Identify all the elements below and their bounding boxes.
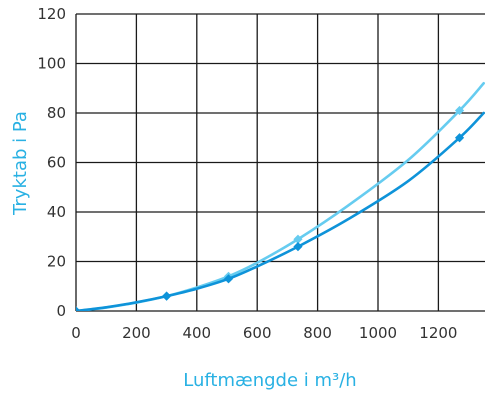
series-line (76, 82, 485, 311)
data-point-marker (293, 242, 303, 252)
data-point-marker (454, 133, 465, 143)
series-line (76, 111, 485, 311)
y-tick-label: 120 (37, 5, 66, 23)
tick-labels: 0 200 400 600 800 1000 1200 0 20 40 60 80 100 120 (37, 5, 457, 342)
data-point-marker (223, 274, 234, 284)
x-axis-title: Luftmængde i m³/h (183, 370, 356, 391)
series-1 (76, 82, 485, 311)
data-point-marker (76, 306, 81, 311)
x-tick-label: 400 (182, 324, 211, 342)
grid (75, 13, 485, 312)
y-tick-label: 0 (56, 302, 66, 320)
data-point-marker (454, 105, 465, 116)
y-tick-label: 100 (37, 55, 66, 73)
y-axis-title: Tryktab i Pa (10, 111, 31, 216)
x-tick-label: 800 (303, 324, 332, 342)
y-tick-label: 40 (47, 203, 66, 221)
x-tick-label: 600 (243, 324, 272, 342)
series-2 (76, 111, 485, 311)
data-point-marker (293, 234, 303, 244)
series-layer (76, 82, 485, 311)
y-tick-label: 60 (47, 154, 66, 172)
x-tick-label: 200 (122, 324, 151, 342)
x-tick-label: 1000 (359, 324, 397, 342)
x-tick-label: 1200 (419, 324, 457, 342)
y-tick-label: 20 (47, 253, 66, 271)
y-tick-label: 80 (47, 104, 66, 122)
data-point-marker (162, 291, 172, 301)
x-tick-label: 0 (71, 324, 81, 342)
